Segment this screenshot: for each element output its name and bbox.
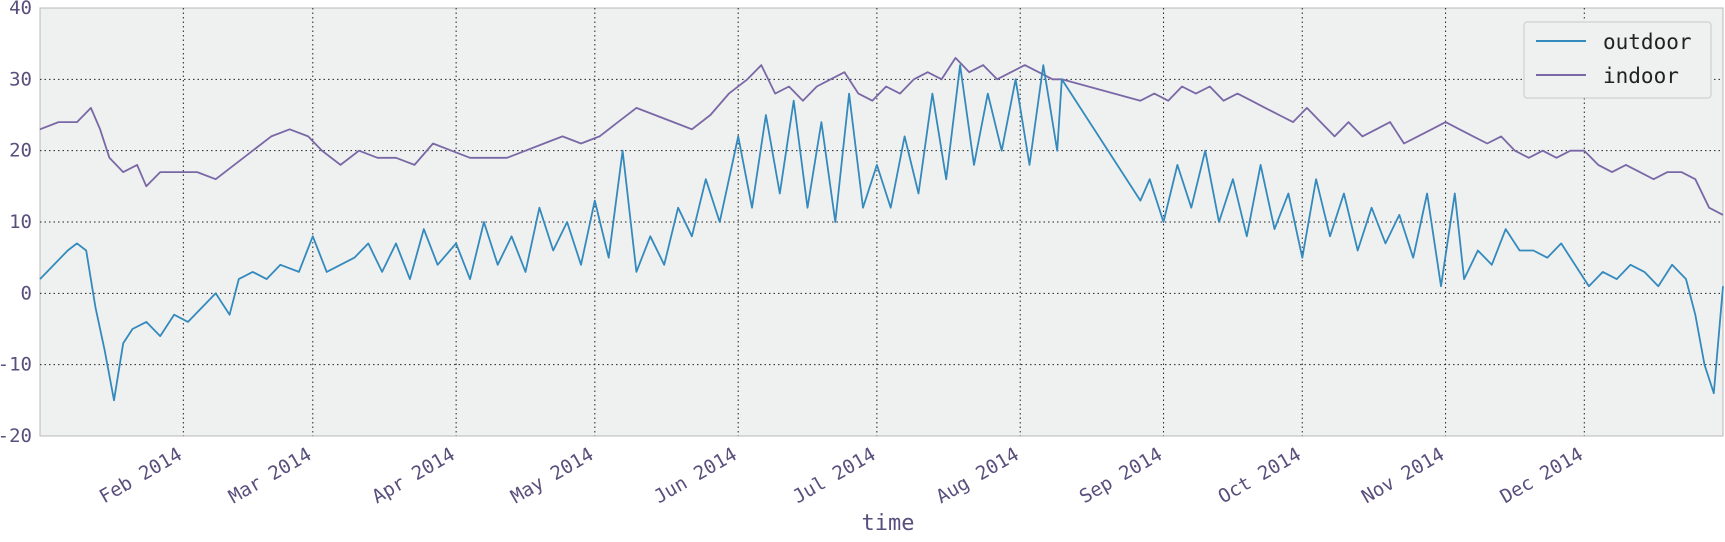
y-axis-ticks: -20 -10 0 10 20 30 40 xyxy=(0,0,32,447)
y-tick-label: 30 xyxy=(9,68,32,90)
x-tick-label: Dec 2014 xyxy=(1497,443,1587,508)
series-line-outdoor xyxy=(39,64,1724,402)
y-tick-label: 10 xyxy=(9,211,32,233)
x-tick-label: Aug 2014 xyxy=(932,443,1022,508)
x-tick-label: Mar 2014 xyxy=(225,443,315,508)
grid-lines xyxy=(40,8,1723,436)
x-tick-label: Oct 2014 xyxy=(1214,443,1304,508)
series-line-indoor xyxy=(39,57,1724,216)
y-tick-label: 40 xyxy=(9,0,32,19)
y-tick-label: 0 xyxy=(21,282,32,304)
x-tick-label: Jul 2014 xyxy=(789,443,879,508)
x-tick-label: Apr 2014 xyxy=(368,443,458,508)
x-tick-label: Feb 2014 xyxy=(96,443,186,508)
x-tick-label: Jun 2014 xyxy=(650,443,740,508)
x-tick-label: Sep 2014 xyxy=(1076,443,1166,508)
series-layer xyxy=(39,57,1724,402)
x-axis-ticks: Feb 2014 Mar 2014 Apr 2014 May 2014 Jun 2014… xyxy=(96,443,1587,508)
y-tick-label: -10 xyxy=(0,354,32,376)
y-tick-label: -20 xyxy=(0,425,32,447)
legend-label-outdoor: outdoor xyxy=(1603,30,1692,54)
x-tick-label: Nov 2014 xyxy=(1358,443,1448,508)
y-tick-label: 20 xyxy=(9,140,32,162)
legend-label-indoor: indoor xyxy=(1603,64,1679,88)
legend: outdoor indoor xyxy=(1523,21,1712,99)
x-axis-title: time xyxy=(862,511,915,536)
x-tick-label: May 2014 xyxy=(507,443,597,508)
